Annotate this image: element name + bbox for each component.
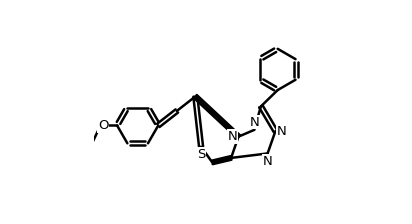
Text: O: O [98, 119, 108, 132]
Text: N: N [249, 116, 259, 129]
Text: S: S [197, 148, 205, 161]
Text: O: O [98, 119, 108, 132]
Text: N: N [276, 125, 286, 138]
Text: N: N [227, 130, 237, 143]
Text: N: N [263, 155, 272, 168]
